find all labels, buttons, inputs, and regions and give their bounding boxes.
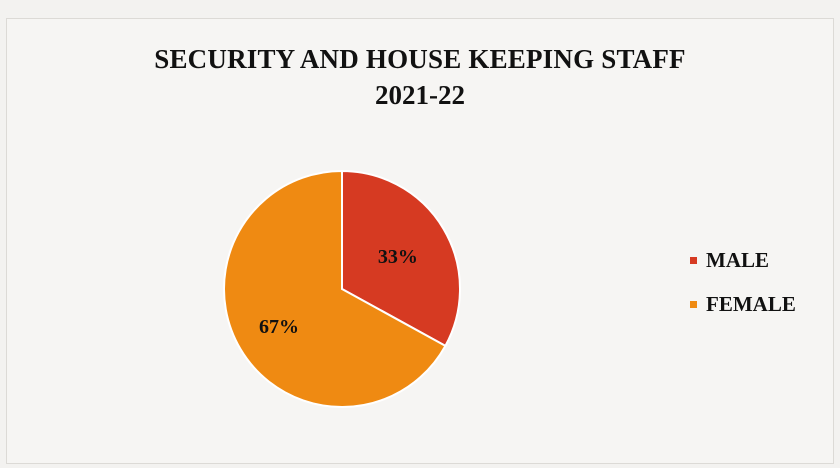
pie-slice-female — [223, 169, 447, 408]
chart-title: SECURITY AND HOUSE KEEPING STAFF — [154, 44, 686, 74]
legend-item-female: FEMALE — [690, 288, 796, 320]
chart-legend: MALE FEMALE — [690, 244, 796, 332]
pie-data-label-female: 67% — [259, 316, 299, 338]
legend-label-male: MALE — [706, 247, 769, 272]
pie-data-label-male: 33% — [378, 246, 418, 268]
chart-subtitle: 2021-22 — [375, 80, 465, 110]
legend-item-male: MALE — [690, 244, 796, 276]
pie-slice-male — [341, 169, 461, 348]
legend-label-female: FEMALE — [706, 291, 796, 316]
legend-swatch-male — [690, 256, 697, 264]
legend-swatch-female — [690, 300, 697, 308]
